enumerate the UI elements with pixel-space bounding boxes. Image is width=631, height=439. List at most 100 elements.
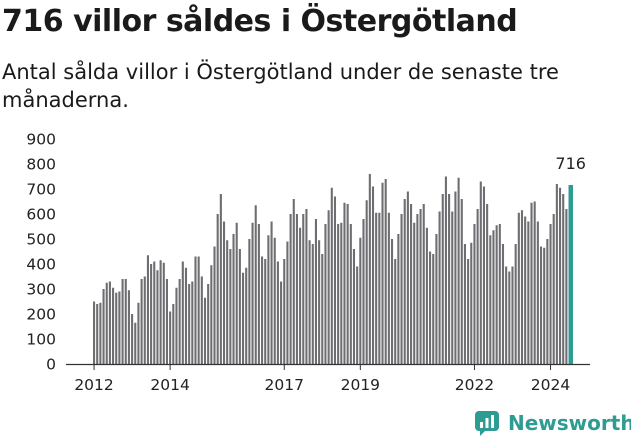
bar — [178, 279, 181, 364]
bar — [153, 261, 156, 364]
bar — [441, 194, 444, 364]
bar — [435, 234, 438, 364]
bar — [489, 235, 492, 364]
bar — [406, 191, 409, 364]
bar — [330, 187, 333, 364]
bar — [451, 211, 454, 364]
page-subtitle: Antal sålda villor i Östergötland under … — [2, 60, 559, 112]
bar — [305, 209, 308, 364]
bar — [352, 249, 356, 364]
y-tick-label: 700 — [26, 181, 56, 199]
bar — [546, 239, 549, 364]
bar — [365, 200, 368, 364]
bar — [292, 199, 295, 364]
bar — [235, 222, 238, 364]
bar — [378, 212, 381, 364]
bar — [539, 246, 543, 364]
bar — [118, 291, 121, 364]
bar — [229, 249, 232, 364]
bar — [121, 279, 124, 364]
bar — [181, 261, 184, 364]
bar — [280, 281, 283, 364]
bar — [140, 279, 143, 364]
bar — [362, 219, 365, 364]
bar — [165, 279, 169, 364]
bar — [99, 302, 102, 364]
bar — [238, 249, 241, 364]
bar — [498, 224, 501, 364]
bar — [226, 240, 229, 364]
bar — [131, 314, 134, 364]
bar — [536, 221, 539, 364]
bar — [207, 284, 210, 364]
bar — [359, 237, 362, 364]
bar — [520, 210, 524, 364]
bar — [102, 289, 105, 364]
bar — [267, 235, 270, 364]
bar — [134, 322, 137, 364]
bar — [191, 281, 194, 364]
bar — [197, 256, 200, 364]
bar — [108, 281, 111, 364]
bar — [295, 214, 298, 364]
bar — [448, 194, 451, 364]
bar — [555, 184, 558, 364]
bar — [251, 222, 254, 364]
bar — [419, 209, 422, 364]
x-tick-label: 2024 — [531, 376, 570, 394]
bar — [184, 267, 188, 364]
bar — [400, 214, 403, 364]
bar — [318, 240, 321, 364]
page-title: 716 villor såldes i Östergötland — [2, 4, 518, 39]
bar — [476, 209, 479, 364]
bar — [438, 211, 441, 364]
y-tick-label: 500 — [26, 231, 56, 249]
bar — [505, 266, 508, 364]
bar — [375, 212, 378, 364]
bar — [159, 260, 162, 364]
y-tick-label: 600 — [26, 206, 56, 224]
bar — [397, 234, 400, 364]
bar — [413, 222, 416, 364]
y-tick-label: 100 — [26, 331, 56, 349]
bar — [257, 224, 260, 364]
bar — [463, 244, 466, 364]
bar — [394, 259, 397, 364]
bar — [270, 221, 273, 364]
bar — [248, 239, 251, 364]
bar — [511, 266, 514, 364]
bar — [311, 244, 314, 364]
x-tick-label: 2014 — [150, 376, 189, 394]
bar — [213, 246, 216, 364]
bar — [273, 237, 276, 364]
bar — [264, 259, 267, 364]
bar — [314, 219, 317, 364]
bar — [492, 230, 495, 364]
bar — [422, 204, 425, 364]
bar — [324, 224, 327, 364]
bar — [340, 222, 343, 364]
bar — [172, 304, 175, 364]
bar — [530, 202, 533, 364]
bar — [549, 224, 552, 364]
bar — [482, 186, 486, 364]
bar — [454, 191, 457, 364]
bar — [470, 242, 473, 364]
bar — [112, 287, 115, 364]
bar — [486, 204, 489, 364]
brand-logo: Newsworthy — [474, 408, 631, 438]
bar — [241, 272, 245, 364]
bar — [517, 212, 520, 364]
bar — [261, 256, 264, 364]
bar — [115, 292, 118, 364]
bar — [254, 205, 257, 364]
x-tick-label: 2019 — [341, 376, 380, 394]
bar — [93, 301, 96, 364]
bar — [410, 204, 413, 364]
bar — [562, 194, 565, 364]
bar — [356, 266, 359, 364]
bar — [289, 214, 292, 364]
bar — [460, 199, 463, 364]
bar — [96, 304, 99, 364]
